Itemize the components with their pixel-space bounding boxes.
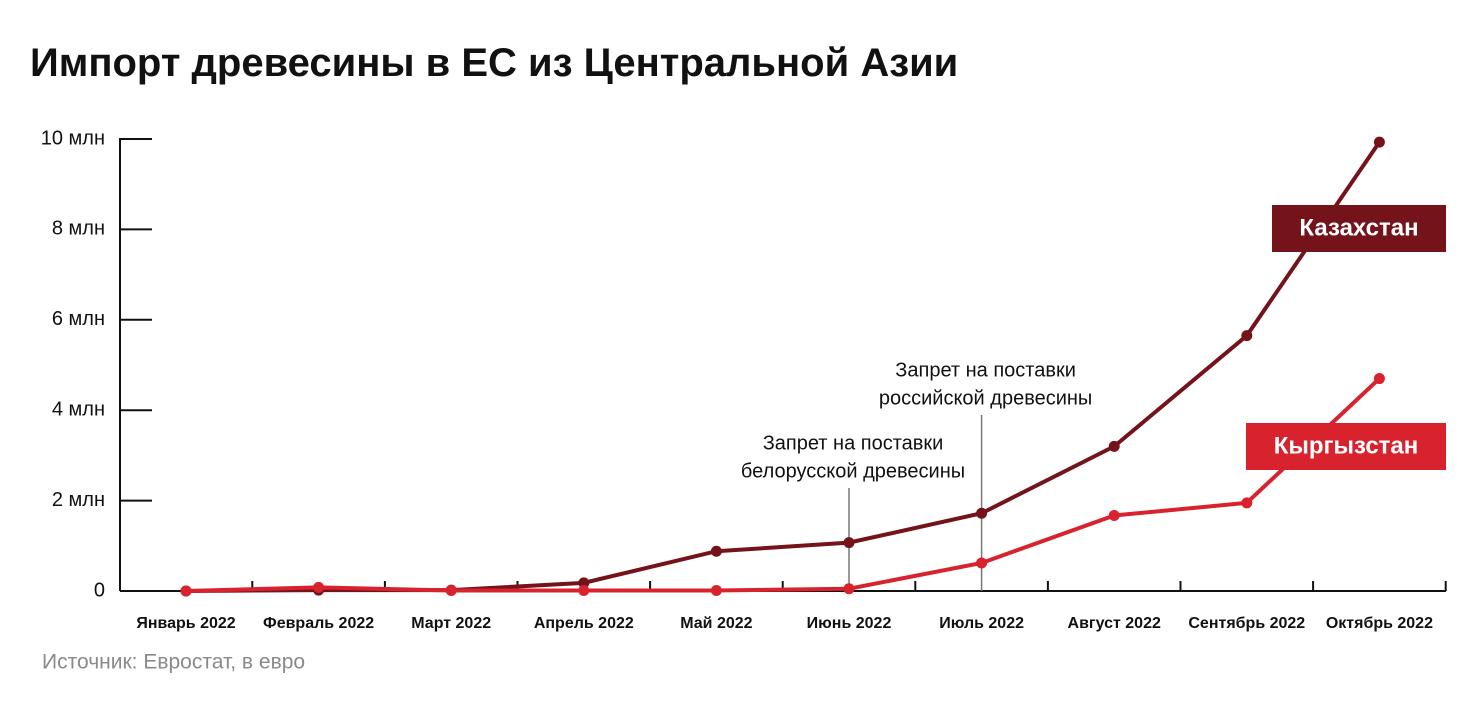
point xyxy=(843,583,855,595)
x-tick-label: Август 2022 xyxy=(1068,615,1161,632)
point xyxy=(710,545,722,557)
point xyxy=(1241,497,1253,509)
series-line xyxy=(185,377,1381,593)
x-tick-label: Февраль 2022 xyxy=(263,615,374,632)
y-tick-label: 4 млн xyxy=(52,398,105,420)
annotation-text: белорусской древесины xyxy=(741,460,965,482)
legend-label: Кыргызстан xyxy=(1274,432,1419,459)
annotation-text: Запрет на поставки xyxy=(895,359,1076,381)
point xyxy=(578,577,590,589)
x-tick-label: Апрель 2022 xyxy=(534,615,634,632)
point xyxy=(1373,136,1385,148)
legend-box xyxy=(1272,205,1446,252)
legend-label: Казахстан xyxy=(1299,214,1418,241)
point xyxy=(180,585,192,597)
point xyxy=(710,585,722,597)
point xyxy=(445,585,457,597)
annotation-text: российской древесины xyxy=(879,387,1092,409)
point xyxy=(578,585,590,597)
y-tick-label: 8 млн xyxy=(52,218,105,240)
x-tick-label: Июнь 2022 xyxy=(807,615,892,632)
point xyxy=(1108,510,1120,522)
y-tick-label: 6 млн xyxy=(52,308,105,330)
y-tick-label: 0 xyxy=(94,579,105,601)
legend-box xyxy=(1246,423,1446,470)
chart-title: Импорт древесины в ЕС из Центральной Ази… xyxy=(30,41,958,85)
y-tick-label: 10 млн xyxy=(41,127,105,149)
point xyxy=(976,507,988,519)
x-tick-label: Сентябрь 2022 xyxy=(1188,615,1305,632)
x-tick-label: Март 2022 xyxy=(411,615,491,632)
y-tick-label: 2 млн xyxy=(52,489,105,511)
point xyxy=(313,581,325,593)
point xyxy=(976,557,988,569)
point xyxy=(1241,330,1253,342)
point xyxy=(1373,373,1385,385)
annotation-text: Запрет на поставки xyxy=(763,432,944,454)
x-tick-label: Октябрь 2022 xyxy=(1326,615,1433,632)
series-line xyxy=(185,141,1382,593)
point xyxy=(1108,440,1120,452)
x-tick-label: Май 2022 xyxy=(680,615,752,632)
point xyxy=(843,537,855,549)
x-tick-label: Январь 2022 xyxy=(136,615,235,632)
x-tick-label: Июль 2022 xyxy=(939,615,1024,632)
source: Источник: Евростат, в евро xyxy=(42,651,305,674)
